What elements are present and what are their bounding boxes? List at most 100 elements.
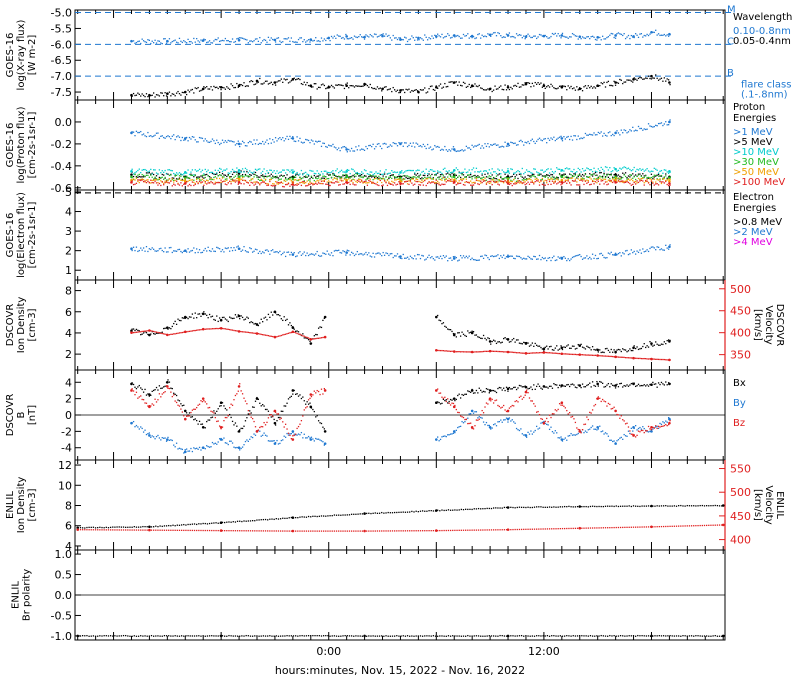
trace-dot xyxy=(601,83,604,85)
trace-dot xyxy=(645,358,647,360)
trace-dot xyxy=(340,84,343,86)
trace-dot xyxy=(328,184,330,187)
trace-dot xyxy=(523,434,525,436)
trace-dot xyxy=(474,334,476,336)
trace-dot xyxy=(634,180,637,183)
trace-dot xyxy=(441,323,443,325)
trace-dot xyxy=(299,137,301,140)
trace-dot xyxy=(616,383,618,386)
trace-dot xyxy=(553,383,555,385)
trace-dot xyxy=(203,173,205,175)
trace-dot xyxy=(448,257,450,260)
trace-dot xyxy=(263,334,265,336)
trace-dot xyxy=(373,87,376,90)
trace-dot xyxy=(609,439,611,441)
trace-dot xyxy=(665,35,667,37)
trace-dot xyxy=(627,385,630,387)
trace-dot xyxy=(584,173,587,175)
trace-dot xyxy=(587,429,589,431)
trace-dot xyxy=(435,256,437,258)
trace-dot xyxy=(609,179,611,181)
trace-dot xyxy=(515,339,518,341)
trace-dot xyxy=(175,92,178,94)
trace-dot xyxy=(622,252,624,254)
trace-dot xyxy=(596,85,598,87)
trace-dot xyxy=(546,86,548,88)
trace-dot xyxy=(637,177,640,180)
trace-dot xyxy=(435,182,437,184)
trace-dot xyxy=(513,337,515,340)
trace-dot xyxy=(643,184,645,186)
trace-dot xyxy=(322,182,324,185)
trace-dot xyxy=(649,383,651,386)
trace-dot xyxy=(163,136,165,139)
trace-dot xyxy=(178,332,181,334)
trace-dot xyxy=(513,257,515,259)
trace-dot xyxy=(619,178,621,181)
trace-dot xyxy=(223,87,225,89)
trace-dot xyxy=(536,83,538,85)
trace-dot xyxy=(168,136,171,138)
trace-dot xyxy=(243,142,245,144)
trace-dot xyxy=(175,323,178,325)
trace-dot xyxy=(567,176,569,179)
trace-dot xyxy=(586,182,588,184)
trace-dot xyxy=(183,250,185,252)
trace-dot xyxy=(164,177,166,179)
trace-dot xyxy=(663,358,665,361)
trace-dot xyxy=(363,181,366,184)
trace-dot xyxy=(292,169,294,171)
trace-dot xyxy=(619,33,621,35)
trace-dot xyxy=(482,35,485,38)
trace-dot xyxy=(508,341,511,343)
trace-dot xyxy=(168,38,171,40)
trace-dot xyxy=(601,168,604,171)
trace-dot xyxy=(385,176,387,178)
trace-dot xyxy=(414,173,416,175)
trace-dot xyxy=(652,428,654,430)
trace-dot xyxy=(260,83,262,85)
trace-dot xyxy=(274,137,277,139)
data-point xyxy=(363,35,366,39)
trace-dot xyxy=(424,179,426,182)
trace-dot xyxy=(570,347,572,350)
trace-dot xyxy=(614,442,617,444)
trace-dot xyxy=(155,94,158,96)
trace-dot xyxy=(544,257,546,259)
trace-dot xyxy=(157,94,159,96)
trace-dot xyxy=(404,175,406,177)
trace-dot xyxy=(510,36,512,38)
trace-dot xyxy=(218,181,221,184)
trace-dot xyxy=(363,169,366,171)
trace-dot xyxy=(567,178,569,181)
data-point xyxy=(560,34,564,37)
trace-dot xyxy=(547,178,549,180)
trace-dot xyxy=(500,35,502,37)
trace-dot xyxy=(335,175,337,177)
trace-dot xyxy=(386,179,389,181)
trace-dot xyxy=(569,353,571,355)
trace-dot xyxy=(349,37,351,39)
trace-dot xyxy=(170,333,172,336)
trace-dot xyxy=(547,348,549,350)
trace-dot xyxy=(567,37,569,39)
trace-dot xyxy=(566,36,568,38)
trace-dot xyxy=(490,343,492,345)
trace-dot xyxy=(167,93,169,95)
trace-dot xyxy=(254,38,257,40)
trace-dot xyxy=(606,81,608,84)
trace-dot xyxy=(434,181,436,184)
trace-dot xyxy=(386,184,389,187)
trace-dot xyxy=(379,253,381,255)
trace-dot xyxy=(144,95,146,98)
trace-dot xyxy=(480,87,482,89)
trace-dot xyxy=(480,37,482,39)
trace-dot xyxy=(339,176,341,178)
trace-dot xyxy=(580,87,582,90)
trace-dot xyxy=(541,177,544,180)
trace-dot xyxy=(184,449,186,451)
trace-dot xyxy=(234,330,237,332)
trace-dot xyxy=(310,436,313,438)
trace-dot xyxy=(551,180,554,182)
trace-dot xyxy=(177,90,179,93)
